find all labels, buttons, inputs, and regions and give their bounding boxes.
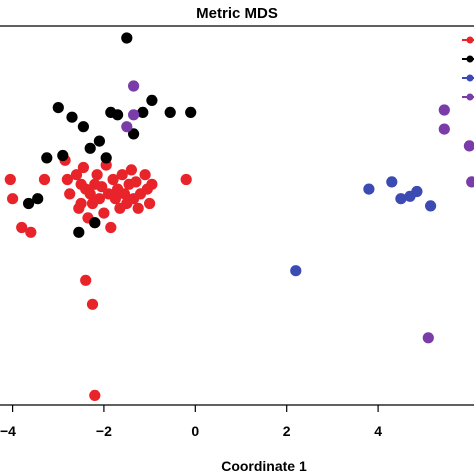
data-point <box>93 193 105 205</box>
data-point <box>363 183 375 195</box>
data-point <box>463 140 474 152</box>
data-point <box>23 197 35 210</box>
data-point <box>185 106 197 118</box>
x-axis-label: Coordinate 1 <box>221 458 307 474</box>
data-point <box>116 169 128 181</box>
data-point <box>25 226 37 238</box>
data-point <box>86 298 99 310</box>
x-tick-label: 4 <box>374 423 382 439</box>
data-point <box>386 176 398 188</box>
legend-key-marker <box>466 93 474 101</box>
data-point <box>105 221 117 234</box>
data-point <box>89 389 101 401</box>
data-point <box>411 185 423 198</box>
data-point <box>128 128 140 140</box>
data-point <box>73 226 85 238</box>
x-tick-label: 2 <box>283 423 291 439</box>
data-point <box>57 149 69 162</box>
data-point <box>109 193 121 205</box>
data-point <box>91 169 103 181</box>
legend-key-marker <box>466 74 474 82</box>
data-point <box>75 197 87 210</box>
data-point <box>112 109 124 121</box>
data-point <box>32 193 44 205</box>
points-layer <box>4 32 474 401</box>
data-point <box>422 332 434 344</box>
data-point <box>107 173 119 186</box>
legend-key-marker <box>466 55 474 63</box>
plot-frame <box>0 25 474 406</box>
data-point <box>125 164 137 176</box>
data-point <box>164 106 176 118</box>
chart-title: Metric MDS <box>196 5 278 22</box>
data-point <box>7 193 19 205</box>
data-point <box>121 121 133 133</box>
x-tick-label: −2 <box>96 423 112 439</box>
data-point <box>128 80 140 92</box>
data-point <box>66 111 78 123</box>
data-point <box>146 178 158 190</box>
data-point <box>180 173 192 186</box>
data-point <box>290 265 302 277</box>
data-point <box>438 123 450 135</box>
data-point <box>70 169 83 181</box>
data-point <box>438 104 450 116</box>
data-point <box>84 188 96 200</box>
data-point <box>38 173 51 186</box>
data-point <box>98 207 110 219</box>
data-point <box>146 94 158 106</box>
legend <box>462 36 474 101</box>
data-point <box>130 176 142 188</box>
data-point <box>425 200 437 212</box>
data-point <box>64 188 76 200</box>
data-point <box>139 169 151 181</box>
data-point <box>466 176 474 188</box>
data-point <box>128 109 140 121</box>
x-tick-label: 0 <box>191 423 199 439</box>
data-point <box>80 274 92 286</box>
data-point <box>100 152 112 164</box>
data-point <box>77 121 89 133</box>
data-point <box>121 32 133 44</box>
data-point <box>77 161 89 174</box>
data-point <box>96 181 108 193</box>
data-point <box>4 173 16 186</box>
data-point <box>52 102 64 114</box>
data-point <box>16 221 28 234</box>
x-tick-label: −4 <box>0 423 16 439</box>
data-point <box>41 152 53 164</box>
legend-key-marker <box>466 36 474 44</box>
data-point <box>61 173 73 186</box>
data-point <box>89 217 101 229</box>
data-point <box>395 193 407 205</box>
data-point <box>144 197 156 210</box>
data-point <box>93 135 105 147</box>
x-axis: −4 −2 0 2 4 <box>0 405 382 439</box>
data-point <box>84 142 96 154</box>
data-point <box>132 202 144 214</box>
data-point <box>118 188 131 200</box>
data-point <box>137 106 149 118</box>
